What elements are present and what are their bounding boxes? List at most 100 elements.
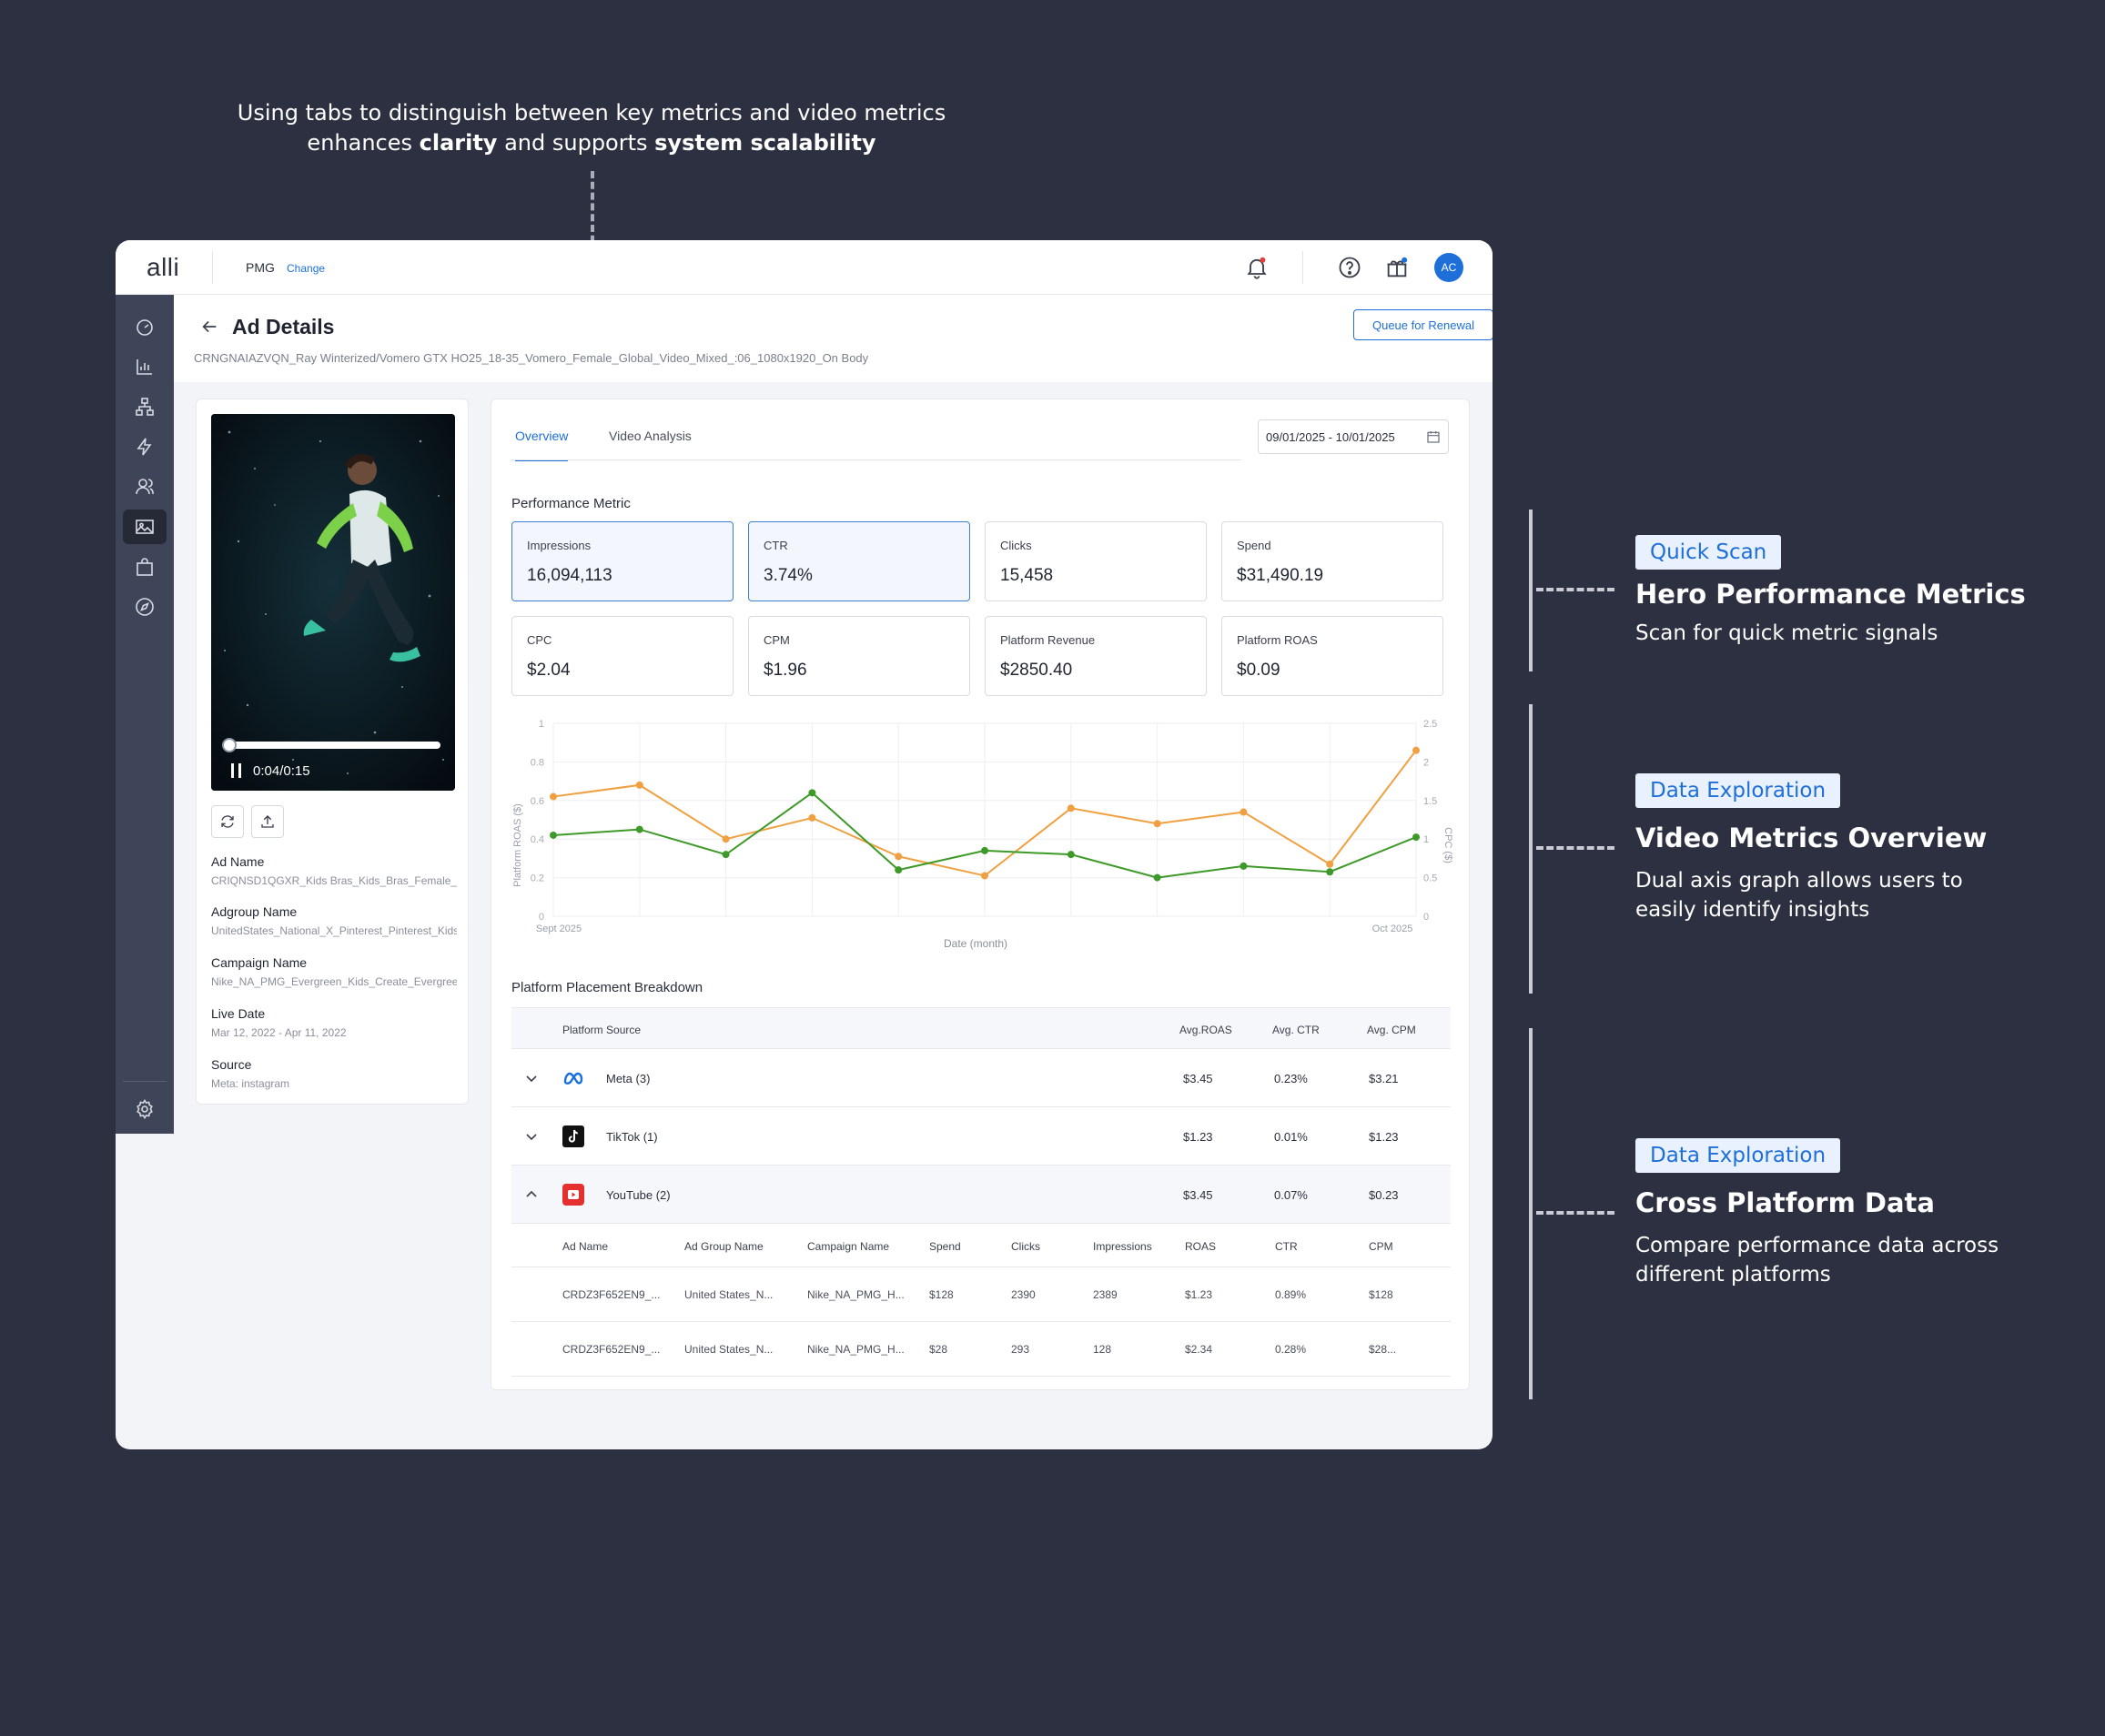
sub-cell-cpm: $28...	[1369, 1343, 1397, 1356]
youtube-icon	[562, 1184, 584, 1206]
series-point-2	[1240, 862, 1248, 870]
source-label: Source	[211, 1057, 252, 1072]
help-icon[interactable]	[1337, 255, 1362, 280]
chevron-up-icon[interactable]	[522, 1186, 541, 1204]
metric-label: CTR	[764, 539, 788, 552]
metric-card-spend[interactable]: Spend $31,490.19	[1221, 521, 1443, 601]
sub-table-header: Ad Name Ad Group Name Campaign Name Spen…	[511, 1224, 1451, 1267]
series-point-2	[635, 825, 643, 833]
left-axis-label: Platform ROAS ($)	[512, 803, 523, 887]
pause-icon[interactable]	[231, 763, 244, 778]
metric-card-cpm[interactable]: CPM $1.96	[748, 616, 970, 696]
series-point-1	[808, 813, 816, 822]
metric-card-platform-revenue[interactable]: Platform Revenue $2850.40	[985, 616, 1207, 696]
metric-value: 16,094,113	[527, 566, 612, 585]
bar-chart-icon[interactable]	[123, 349, 167, 384]
series-point-1	[1153, 820, 1161, 828]
annotation-connector-2	[1536, 846, 1614, 850]
metric-value: 3.74%	[764, 566, 813, 585]
annotation-desc-video-metrics: Dual axis graph allows users to easily i…	[1635, 869, 1963, 922]
avg-cpm: $0.23	[1369, 1188, 1399, 1202]
metric-card-impressions[interactable]: Impressions 16,094,113	[511, 521, 734, 601]
change-org-link[interactable]: Change	[287, 262, 326, 275]
metric-card-ctr[interactable]: CTR 3.74%	[748, 521, 970, 601]
gear-icon[interactable]	[123, 1092, 167, 1126]
sub-cell-ad-name: CRDZ3F652EN9_...	[562, 1288, 661, 1301]
lightning-icon[interactable]	[123, 429, 167, 464]
tab-overview[interactable]: Overview	[515, 429, 569, 461]
tab-video-analysis[interactable]: Video Analysis	[609, 429, 692, 443]
table-row-youtube[interactable]: YouTube (2) $3.45 0.07% $0.23	[511, 1166, 1451, 1224]
metric-value: $0.09	[1237, 661, 1280, 680]
gift-icon[interactable]	[1384, 255, 1410, 280]
table-row-meta[interactable]: Meta (3) $3.45 0.23% $3.21	[511, 1049, 1451, 1107]
x-start-label: Sept 2025	[536, 924, 582, 934]
sub-cell-roas: $1.23	[1185, 1288, 1213, 1301]
video-scrubber-handle[interactable]	[222, 738, 237, 752]
tabs-underline	[511, 459, 1241, 460]
sub-cell-ad-group-name: United States_N...	[684, 1343, 774, 1356]
org-name: PMG	[246, 260, 275, 275]
sub-col-clicks: Clicks	[1011, 1240, 1040, 1253]
series-point-2	[550, 831, 557, 839]
series-point-1	[635, 781, 643, 789]
video-frame-runner	[211, 414, 455, 791]
sub-cell-spend: $28	[929, 1343, 948, 1356]
series-point-2	[808, 789, 816, 797]
ad-performance-card: Overview Video Analysis 09/01/2025 - 10/…	[491, 399, 1470, 1390]
top-annotation-bold-clarity: clarity	[419, 130, 498, 156]
users-icon[interactable]	[123, 469, 167, 504]
chart-series	[550, 746, 1420, 882]
source-value: Meta: instagram	[211, 1077, 290, 1090]
table-row-tiktok[interactable]: TikTok (1) $1.23 0.01% $1.23	[511, 1107, 1451, 1166]
avg-roas: $3.45	[1183, 1072, 1213, 1085]
queue-for-renewal-button[interactable]: Queue for Renewal	[1353, 309, 1493, 340]
sub-cell-spend: $128	[929, 1288, 954, 1301]
right-tick-label: 2	[1423, 757, 1429, 768]
hierarchy-icon[interactable]	[123, 389, 167, 424]
annotation-bracket-2	[1529, 704, 1533, 994]
compass-icon[interactable]	[123, 590, 167, 624]
image-icon[interactable]	[123, 510, 167, 544]
avg-ctr: 0.23%	[1274, 1072, 1308, 1085]
user-avatar[interactable]: AC	[1434, 253, 1463, 282]
back-arrow-icon[interactable]	[199, 317, 219, 337]
chevron-down-icon[interactable]	[522, 1069, 541, 1087]
right-tick-label: 1.5	[1423, 796, 1437, 807]
annotation-tag-data-exploration: Data Exploration	[1635, 773, 1841, 808]
upload-icon	[261, 815, 274, 828]
sidebar-divider	[123, 1081, 167, 1082]
chevron-down-icon[interactable]	[522, 1127, 541, 1146]
sub-col-ad-name: Ad Name	[562, 1240, 609, 1253]
tiktok-icon	[562, 1125, 584, 1147]
series-point-2	[722, 851, 730, 859]
performance-metric-title: Performance Metric	[511, 496, 631, 511]
metric-value: $31,490.19	[1237, 566, 1324, 585]
refresh-button[interactable]	[211, 805, 244, 838]
alli-logo[interactable]: alli	[147, 253, 180, 281]
metric-card-cpc[interactable]: CPC $2.04	[511, 616, 734, 696]
metric-card-platform-roas[interactable]: Platform ROAS $0.09	[1221, 616, 1443, 696]
bell-icon[interactable]	[1244, 255, 1270, 280]
video-progress-track[interactable]	[226, 742, 440, 749]
platform-name: YouTube (2)	[606, 1188, 671, 1202]
sub-col-ad-group-name: Ad Group Name	[684, 1240, 764, 1253]
refresh-icon	[221, 815, 234, 828]
right-axis-label: CPC ($)	[1442, 827, 1453, 863]
sub-table-row[interactable]: CRDZ3F652EN9_... United States_N... Nike…	[511, 1267, 1451, 1322]
annotation-desc-cross-platform: Compare performance data across differen…	[1635, 1234, 1999, 1287]
app-window: alli PMG Change AC	[116, 240, 1493, 1449]
dashboard-icon[interactable]	[123, 309, 167, 344]
annotation-connector-1	[1536, 588, 1614, 591]
series-point-1	[1326, 860, 1334, 868]
bag-icon[interactable]	[123, 550, 167, 584]
metric-label: CPM	[764, 633, 790, 647]
platform-name: Meta (3)	[606, 1072, 651, 1085]
x-axis-label: Date (month)	[944, 937, 1007, 950]
metric-card-clicks[interactable]: Clicks 15,458	[985, 521, 1207, 601]
video-player[interactable]: 0:04/0:15	[211, 414, 455, 791]
upload-button[interactable]	[251, 805, 284, 838]
date-range-picker[interactable]: 09/01/2025 - 10/01/2025	[1258, 419, 1449, 454]
sub-table-row[interactable]: CRDZ3F652EN9_... United States_N... Nike…	[511, 1322, 1451, 1377]
sub-cell-ctr: 0.89%	[1275, 1288, 1307, 1301]
